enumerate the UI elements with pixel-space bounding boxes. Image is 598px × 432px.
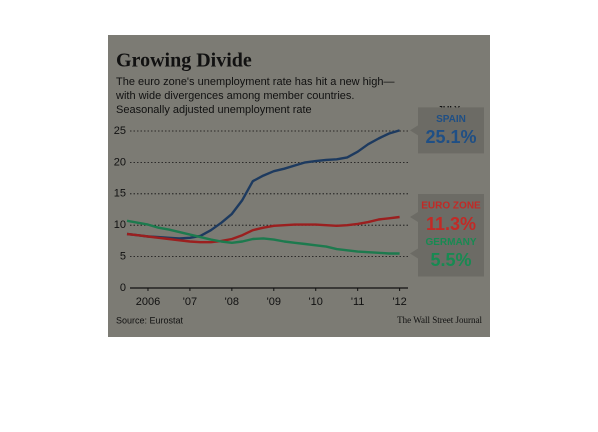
y-tick-label: 0 xyxy=(120,282,126,294)
callout-box xyxy=(410,230,484,277)
x-tick-label: '11 xyxy=(351,296,365,308)
x-tick-label: '10 xyxy=(309,296,323,308)
x-tick-label: '07 xyxy=(183,296,197,308)
series-line xyxy=(126,129,400,240)
y-tick-label: 15 xyxy=(114,188,126,200)
subtitle: with wide divergences among member count… xyxy=(115,90,354,102)
legend-label: SPAIN xyxy=(436,114,466,125)
legend-label: GERMANY xyxy=(425,237,476,248)
y-tick-label: 5 xyxy=(120,251,126,263)
legend-label: EURO ZONE xyxy=(421,201,481,212)
series-line xyxy=(126,215,400,244)
callout-box xyxy=(410,107,484,154)
x-tick-label: '09 xyxy=(267,296,281,308)
end-label: 11.3% xyxy=(426,214,476,234)
x-tick-label: '12 xyxy=(392,296,406,308)
series-line xyxy=(126,219,400,255)
end-label: 5.5% xyxy=(430,250,471,270)
subtitle: Seasonally adjusted unemployment rate xyxy=(116,104,312,116)
y-tick-label: 10 xyxy=(114,219,126,231)
callout-box xyxy=(410,194,484,241)
end-label: 25.1% xyxy=(425,127,476,147)
source: Source: Eurostat xyxy=(116,315,184,325)
y-tick-label: 25 xyxy=(114,125,126,137)
panel xyxy=(108,35,490,337)
x-tick-label: 2006 xyxy=(136,296,160,308)
chart-title: Growing Divide xyxy=(116,50,252,72)
y-tick-label: 20 xyxy=(114,156,126,168)
x-tick-label: '08 xyxy=(225,296,239,308)
subtitle: The euro zone's unemployment rate has hi… xyxy=(116,76,394,88)
credit: The Wall Street Journal xyxy=(397,315,482,325)
